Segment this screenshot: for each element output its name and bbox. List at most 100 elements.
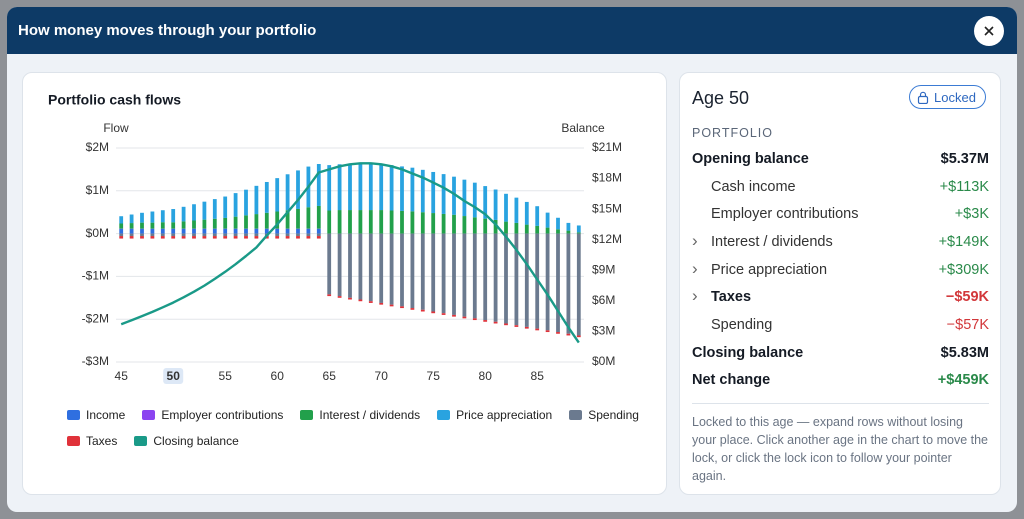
row-value: +$149K xyxy=(938,233,989,250)
bar-segment xyxy=(431,311,436,314)
bar-segment xyxy=(150,236,155,239)
bar-segment xyxy=(576,232,581,234)
y2-tick-label: $12M xyxy=(592,232,622,246)
bar-segment xyxy=(420,309,425,312)
bar-segment xyxy=(202,236,207,239)
y-tick-label: -$1M xyxy=(82,269,109,283)
bar-segment xyxy=(348,163,352,211)
bar-segment xyxy=(316,228,321,234)
legend: Income Employer contributions Interest / d… xyxy=(67,406,647,450)
expand-chevron: › xyxy=(692,231,698,251)
bar-segment xyxy=(119,223,124,229)
bar-segment xyxy=(223,228,228,234)
x-tick-label: 70 xyxy=(375,369,389,383)
y-axis-title: Flow xyxy=(103,121,129,135)
bar-segment xyxy=(296,228,300,234)
legend-swatch xyxy=(569,410,583,420)
bar-segment xyxy=(264,212,269,229)
bar-segment xyxy=(524,224,529,234)
bar-segment xyxy=(275,178,280,212)
legend-swatch xyxy=(67,436,80,446)
x-tick-label: 85 xyxy=(531,369,545,383)
note: Locked to this age — expand rows without… xyxy=(692,403,989,485)
bar-segment xyxy=(452,176,456,215)
y2-tick-label: $21M xyxy=(592,140,622,154)
bar-segment xyxy=(462,179,467,217)
bar-segment xyxy=(535,206,540,226)
y2-tick-label: $6M xyxy=(592,293,615,307)
bar-segment xyxy=(556,233,560,333)
bar-segment xyxy=(140,236,144,239)
y2-tick-label: $9M xyxy=(592,262,615,276)
bar-segment xyxy=(368,163,373,211)
row-label: Closing balance xyxy=(692,344,804,361)
summary-row[interactable]: › Interest / dividends +$149K xyxy=(692,228,989,256)
legend-item: Closing balance xyxy=(134,432,239,450)
bar-segment xyxy=(462,233,467,317)
bar-segment xyxy=(514,325,519,327)
lock-button[interactable]: Locked xyxy=(909,85,986,109)
bar-segment xyxy=(119,236,124,239)
bar-segment xyxy=(254,228,259,234)
bar-segment xyxy=(140,228,144,234)
bar-segment xyxy=(431,213,436,234)
legend-label: Employer contributions xyxy=(161,408,284,422)
bar-segment xyxy=(233,216,238,229)
row-label: Cash income xyxy=(711,178,796,195)
y2-tick-label: $18M xyxy=(592,171,622,185)
bar-segment xyxy=(483,218,488,234)
bar-segment xyxy=(140,212,144,223)
x-tick-label: 60 xyxy=(271,369,285,383)
bar-segment xyxy=(337,296,342,298)
summary-row[interactable]: › Taxes −$59K xyxy=(692,283,989,311)
bar-segment xyxy=(566,222,571,231)
bar-segment xyxy=(192,233,196,237)
chart-card: Portfolio cash flows Flow Balance $2M $1M… xyxy=(22,72,667,495)
summary-row: Cash income +$113K xyxy=(692,173,989,201)
bar-segment xyxy=(327,165,332,211)
y-tick-label: -$2M xyxy=(82,311,109,325)
x-tick-label: 80 xyxy=(479,369,493,383)
bar-segment xyxy=(358,163,363,211)
bar-segment xyxy=(545,212,550,228)
modal-title: How money moves through your portfolio xyxy=(7,7,1017,54)
bar-segment xyxy=(524,201,529,225)
expand-chevron: › xyxy=(692,286,698,306)
close-button[interactable] xyxy=(974,16,1004,46)
bar-segment xyxy=(202,201,207,220)
bar-segment xyxy=(150,228,155,234)
x-tick-label: 50 xyxy=(167,369,181,383)
bar-segment xyxy=(223,233,228,237)
bar-segment xyxy=(348,210,352,234)
bar-segment xyxy=(462,216,467,234)
bar-segment xyxy=(160,228,165,234)
bar-segment xyxy=(285,174,290,211)
row-label: Spending xyxy=(711,316,773,333)
bar-segment xyxy=(306,233,311,237)
bar-segment xyxy=(150,211,155,223)
bar-segment xyxy=(441,174,446,214)
bar-segment xyxy=(160,236,165,239)
legend-item: Taxes xyxy=(67,432,117,450)
row-value: +$309K xyxy=(938,261,989,278)
bar-segment xyxy=(472,217,477,234)
bar-segment xyxy=(129,236,134,239)
bar-segment xyxy=(223,196,228,218)
bar-segment xyxy=(400,233,404,307)
bar-segment xyxy=(181,236,186,239)
bar-segment xyxy=(192,220,196,229)
summary-row[interactable]: › Price appreciation +$309K xyxy=(692,256,989,284)
bar-segment xyxy=(379,164,384,211)
bar-segment xyxy=(389,304,394,307)
bar-segment xyxy=(296,236,300,239)
bar-segment xyxy=(337,164,342,211)
bar-segment xyxy=(379,233,384,303)
bar-segment xyxy=(358,210,363,234)
row-label: Price appreciation xyxy=(711,261,828,278)
bar-segment xyxy=(223,236,228,239)
bar-segment xyxy=(254,214,259,229)
bar-segment xyxy=(212,218,217,229)
bar-segment xyxy=(119,228,124,234)
bar-segment xyxy=(504,221,508,234)
bar-segment xyxy=(452,233,456,315)
